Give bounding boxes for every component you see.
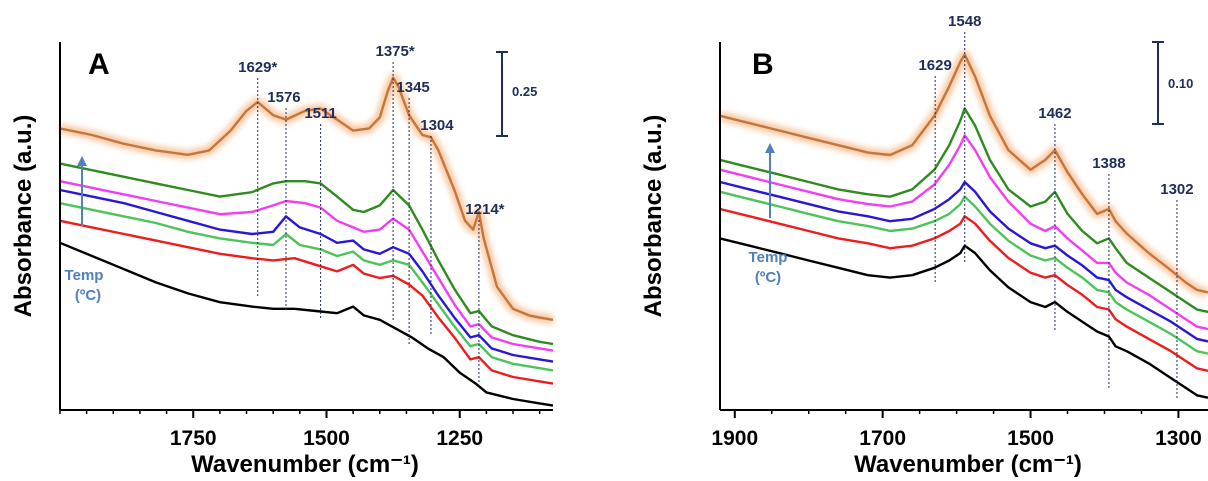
panel-b-series-1-line [719,237,1208,399]
panel-b-x-tick-label-4: 1300 [1155,427,1202,450]
panel-a-scale-bar-label: 0.25 [512,84,537,99]
panel-b-axes [719,42,1208,411]
panel-b-peak-markers: 1629 1548 1462 1388 1302 [918,13,1194,398]
panel-b-series-7-line [719,53,1208,294]
panel-b-y-axis-title: Absorbance (a.u.) [640,115,667,318]
panel-a-series-7-line [59,76,554,321]
panel-a-peak-label-6: 1304 [420,117,454,134]
panel-b-temp-label-line2: (ºC) [755,269,781,286]
panel-b-series-3-line [719,190,1208,355]
panel-b-scale-bar: 0.10 [1152,41,1193,125]
panel-b-temp-label-line1: Temp [749,249,788,266]
panel-a-temp-label-line1: Temp [65,267,104,284]
panel-a-x-tick-label-3: 1250 [436,427,483,450]
panel-a-peak-label-5: 1345 [396,79,429,96]
panel-b-chart: B Absorbance (a.u.) Wavenumber (cm⁻¹) 16… [640,13,1208,478]
panel-b-x-tick-label-3: 1500 [1007,427,1054,450]
panel-a-letter: A [88,48,110,81]
panel-b-peak-label-4: 1388 [1092,155,1125,172]
panel-b-series-5-line [719,134,1208,331]
panel-b-letter: B [752,48,774,81]
panel-a-peak-label-3: 1511 [304,105,337,122]
panel-a-series-6-line [59,162,554,346]
panel-b-x-axis-title: Wavenumber (cm⁻¹) [854,451,1082,478]
panel-a-series-3-line [59,202,554,372]
panel-b-x-tick-label-2: 1700 [859,427,906,450]
panel-a-y-axis-title: Absorbance (a.u.) [10,115,37,318]
panel-a-series-group [58,72,554,407]
panel-a-x-tick-label-2: 1500 [303,427,350,450]
panel-a-x-ticks: 1750 1500 1250 [59,410,541,450]
panel-a-temp-arrow: Temp (ºC) [65,156,104,304]
panel-a-series-1-line [59,241,554,407]
panel-a-series-4-line [59,188,554,363]
panel-a-x-axis-title: Wavenumber (cm⁻¹) [191,451,419,478]
panel-a-peak-label-7: 1214* [465,201,504,218]
panel-b-peak-label-3: 1462 [1038,105,1071,122]
panel-b-peak-label-1: 1629 [918,57,951,74]
panel-a-temp-label-line2: (ºC) [75,287,101,304]
panel-b-series-2-line [719,207,1208,372]
panel-b-peak-label-5: 1302 [1160,181,1193,198]
panel-b-series-6-line [719,107,1208,314]
panel-b-peak-label-2: 1548 [948,13,981,30]
panel-b-series-4-line [719,180,1208,343]
panel-a-chart: A Absorbance (a.u.) Wavenumber (cm⁻¹) 16… [10,42,554,478]
panel-b-temp-arrow: Temp (ºC) [749,143,788,286]
panel-a-x-tick-label-1: 1750 [170,427,217,450]
panel-b-scale-bar-label: 0.10 [1168,76,1193,91]
panel-b-series-group [718,49,1208,399]
panel-a-axes [59,42,553,411]
panel-b-x-ticks: 1900 1700 1500 1300 [711,410,1202,450]
panel-a-peak-label-1: 1629* [238,59,277,76]
panel-a-peak-label-4: 1375* [375,43,414,60]
panel-a-peak-label-2: 1576 [267,89,300,106]
panel-a-scale-bar: 0.25 [496,51,537,137]
panel-a-series-5-line [59,180,554,352]
panel-b-x-tick-label-1: 1900 [711,427,758,450]
